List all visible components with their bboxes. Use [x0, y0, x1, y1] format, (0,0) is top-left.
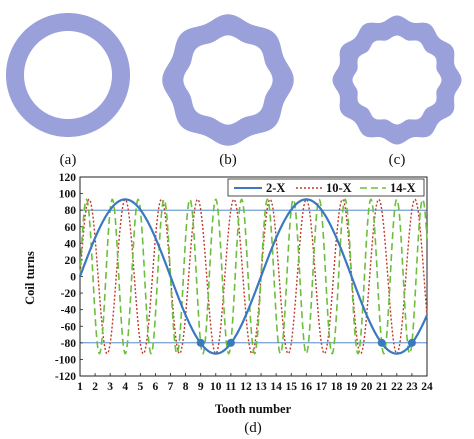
x-tick-label: 11: [225, 381, 236, 393]
x-tick-label: 10: [210, 381, 222, 393]
series-line-2-x: [78, 198, 429, 355]
marked-point: [196, 338, 205, 347]
x-tick-label: 4: [122, 381, 128, 393]
y-tick-label: 80: [65, 205, 77, 217]
panel-label-a: (a): [60, 152, 77, 168]
y-tick-label: 40: [65, 238, 77, 250]
x-tick-label: 14: [270, 381, 282, 393]
y-tick-label: -60: [61, 321, 77, 333]
marked-point: [407, 338, 416, 347]
series-line-10-x: [79, 198, 428, 355]
x-tick-label: 3: [107, 381, 113, 393]
legend: 2-X 10-X 14-X: [227, 178, 425, 197]
x-tick-label: 8: [183, 381, 189, 393]
marked-point: [377, 338, 386, 347]
y-tick-label: 0: [70, 272, 76, 284]
ring-a-plain: [6, 13, 130, 137]
x-axis-title: Tooth number: [215, 402, 292, 416]
x-tick-label: 18: [331, 381, 343, 393]
panel-label-b: (b): [219, 152, 237, 168]
y-tick-label: 60: [65, 222, 77, 234]
x-tick-label: 6: [153, 381, 159, 393]
y-tick-label: -80: [61, 338, 77, 350]
x-tick-label: 12: [240, 381, 252, 393]
legend-label-10x: 10-X: [326, 181, 352, 195]
ring-b-8-lobed: [162, 14, 294, 146]
series-line-14-x: [79, 198, 428, 355]
x-tick-label: 20: [361, 381, 373, 393]
y-tick-labels: 120 100 80 60 40 20 0 -20 -40 -60 -80 -100 -120: [55, 172, 83, 383]
y-tick-label: 100: [59, 189, 77, 201]
x-tick-label: 19: [346, 381, 358, 393]
legend-box: [227, 178, 425, 197]
ring-panels: (a) (b) (c): [6, 13, 462, 168]
y-axis-title: Coil turns: [23, 251, 37, 305]
y-tick-label: 20: [65, 255, 77, 267]
series-lines: [78, 198, 429, 355]
x-tick-label: 1: [77, 381, 83, 393]
y-tick-label: -20: [61, 288, 77, 300]
y-tick-label: 120: [59, 172, 77, 184]
x-tick-label: 5: [137, 381, 143, 393]
panel-label-d: (d): [244, 420, 262, 436]
x-tick-label: 15: [285, 381, 297, 393]
x-tick-label: 17: [316, 381, 328, 393]
y-tick-label: -100: [55, 354, 76, 366]
ring-c-12-lobed: [332, 15, 462, 145]
x-tick-label: 13: [255, 381, 267, 393]
x-tick-label: 21: [376, 381, 388, 393]
x-tick-label: 23: [406, 381, 418, 393]
marked-points: [196, 338, 416, 347]
marked-point: [226, 338, 235, 347]
x-tick-label: 16: [301, 381, 313, 393]
panel-label-c: (c): [389, 152, 406, 168]
legend-label-14x: 14-X: [390, 181, 416, 195]
y-tick-label: -40: [61, 305, 77, 317]
y-tick-label: -120: [55, 371, 76, 383]
x-tick-label: 22: [391, 381, 403, 393]
x-tick-labels: 1 2 3 4 5 6 7 8 9 10 11 12 13 14 15 16 17 18 19 20 21 22 23 24: [77, 373, 433, 393]
x-tick-label: 9: [198, 381, 204, 393]
x-tick-label: 24: [421, 381, 433, 393]
x-tick-label: 7: [168, 381, 174, 393]
legend-label-2x: 2-X: [266, 181, 285, 195]
x-tick-label: 2: [92, 381, 98, 393]
